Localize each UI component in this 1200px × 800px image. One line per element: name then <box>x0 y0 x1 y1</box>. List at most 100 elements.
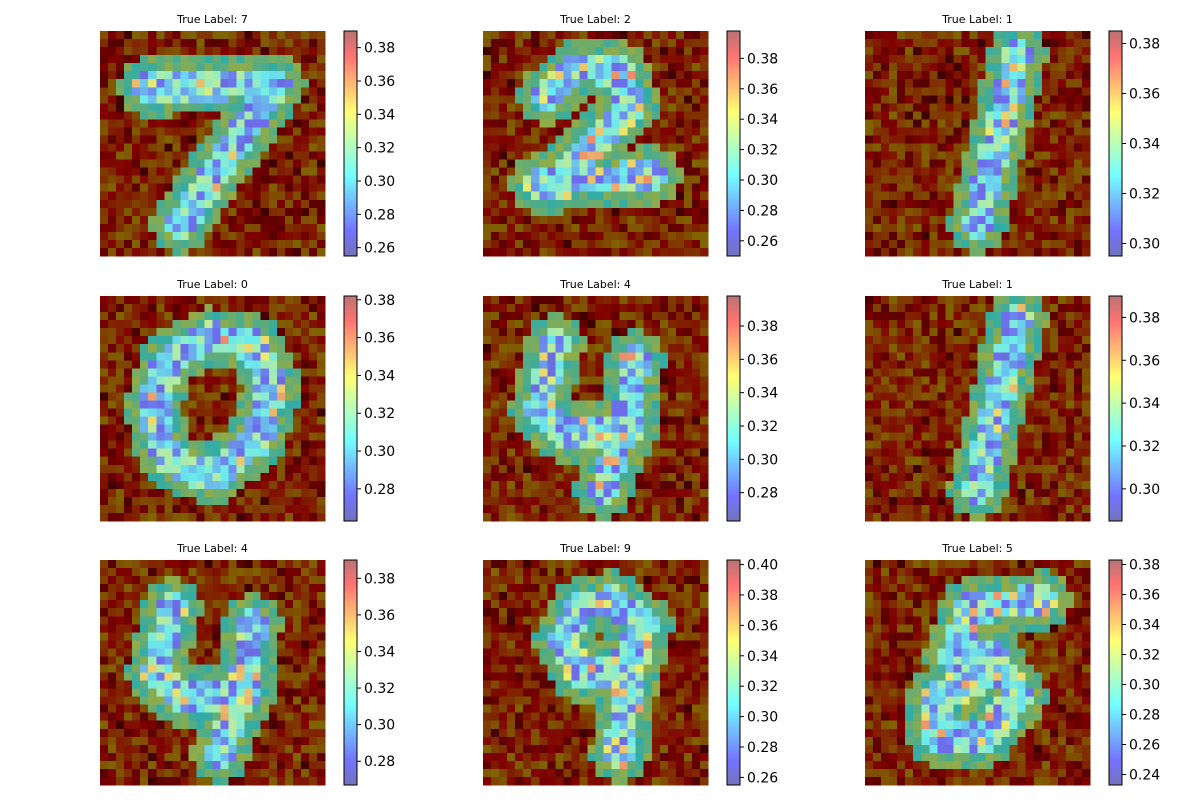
heatmap-cell <box>873 159 882 168</box>
heatmap-cell <box>563 488 572 498</box>
heatmap-cell <box>220 312 229 321</box>
heatmap-cell <box>961 55 970 64</box>
heatmap-cell <box>881 191 890 201</box>
heatmap-cell <box>180 456 189 466</box>
heatmap-cell <box>483 408 492 417</box>
heatmap-cell <box>603 328 612 337</box>
heatmap-cell <box>1041 384 1051 393</box>
heatmap-cell <box>531 55 540 64</box>
heatmap-cell <box>116 592 125 601</box>
heatmap-cell <box>196 504 205 514</box>
heatmap-cell <box>675 408 685 417</box>
heatmap-cell <box>889 296 898 305</box>
heatmap-cell <box>1081 440 1091 449</box>
heatmap-cell <box>539 31 548 40</box>
heatmap-cell <box>100 456 109 466</box>
heatmap-cell <box>515 392 524 401</box>
heatmap-cell <box>244 368 253 377</box>
heatmap-cell <box>587 167 596 176</box>
heatmap-cell <box>507 87 516 96</box>
heatmap-cell <box>961 175 970 184</box>
heatmap-cell <box>316 592 326 601</box>
heatmap-cell <box>969 87 978 96</box>
heatmap-cell <box>228 472 237 482</box>
heatmap-cell <box>921 488 930 498</box>
heatmap-cell <box>204 448 213 458</box>
heatmap-cell <box>523 231 532 241</box>
heatmap-cell <box>683 496 693 506</box>
heatmap-cell <box>276 320 286 329</box>
heatmap-cell <box>643 215 653 225</box>
heatmap-cell <box>699 175 709 184</box>
heatmap-cell <box>260 376 270 385</box>
heatmap-cell <box>116 512 125 522</box>
heatmap-cell <box>571 55 580 64</box>
heatmap-cell <box>212 384 221 393</box>
heatmap-cell <box>619 55 628 64</box>
heatmap-cell <box>100 312 109 321</box>
heatmap-cell <box>108 215 117 225</box>
heatmap-cell <box>1057 304 1067 313</box>
heatmap-cell <box>635 183 645 193</box>
heatmap-cell <box>897 223 906 233</box>
heatmap-cell <box>284 247 294 257</box>
heatmap-cell <box>643 39 653 48</box>
heatmap-cell <box>1017 71 1027 80</box>
heatmap-cell <box>196 416 205 425</box>
heatmap-cell <box>1057 480 1067 490</box>
heatmap-cell <box>268 384 278 393</box>
heatmap-cell <box>244 127 253 136</box>
heatmap-cell <box>1025 376 1035 385</box>
heatmap-cell <box>571 175 580 184</box>
heatmap-cell <box>164 199 173 209</box>
heatmap-cell <box>268 464 278 474</box>
heatmap-cell <box>100 87 109 96</box>
heatmap-cell <box>164 592 173 601</box>
heatmap-cell <box>316 119 326 128</box>
heatmap-cell <box>691 199 701 209</box>
heatmap-cell <box>228 183 237 193</box>
heatmap-cell <box>937 320 946 329</box>
heatmap-cell <box>539 400 548 409</box>
heatmap-cell <box>1041 87 1051 96</box>
heatmap-cell <box>667 247 677 257</box>
heatmap-cell <box>531 472 540 482</box>
heatmap-cell <box>1017 320 1027 329</box>
heatmap-cell <box>188 231 197 241</box>
heatmap-cell <box>993 159 1002 168</box>
heatmap-cell <box>180 71 189 80</box>
heatmap-cell <box>905 223 914 233</box>
heatmap-cell <box>1073 223 1083 233</box>
heatmap-cell <box>691 496 701 506</box>
heatmap-cell <box>961 384 970 393</box>
heatmap-cell <box>220 584 229 593</box>
heatmap-cell <box>156 63 165 72</box>
heatmap-cell <box>132 183 141 193</box>
heatmap-cell <box>913 472 922 482</box>
heatmap-cell <box>555 320 564 329</box>
heatmap-cell <box>667 368 677 377</box>
heatmap-cell <box>611 247 620 257</box>
heatmap-cell <box>212 328 221 337</box>
heatmap-cell <box>699 456 709 466</box>
heatmap-cell <box>212 39 221 48</box>
heatmap-cell <box>204 576 213 585</box>
heatmap-cell <box>300 215 310 225</box>
heatmap-cell <box>284 312 294 321</box>
heatmap-cell <box>587 127 596 136</box>
heatmap-cell <box>252 512 262 522</box>
heatmap-cell <box>523 247 532 257</box>
heatmap-cell <box>148 47 157 56</box>
heatmap-cell <box>579 400 588 409</box>
heatmap-cell <box>523 424 532 433</box>
heatmap-cell <box>116 247 125 257</box>
heatmap-cell <box>985 143 994 152</box>
heatmap-cell <box>945 159 954 168</box>
heatmap-cell <box>699 384 709 393</box>
heatmap-cell <box>523 31 532 40</box>
heatmap-cell <box>921 47 930 56</box>
heatmap-cell <box>220 344 229 353</box>
heatmap-cell <box>308 512 318 522</box>
heatmap-cell <box>523 95 532 104</box>
heatmap-cell <box>1001 472 1010 482</box>
